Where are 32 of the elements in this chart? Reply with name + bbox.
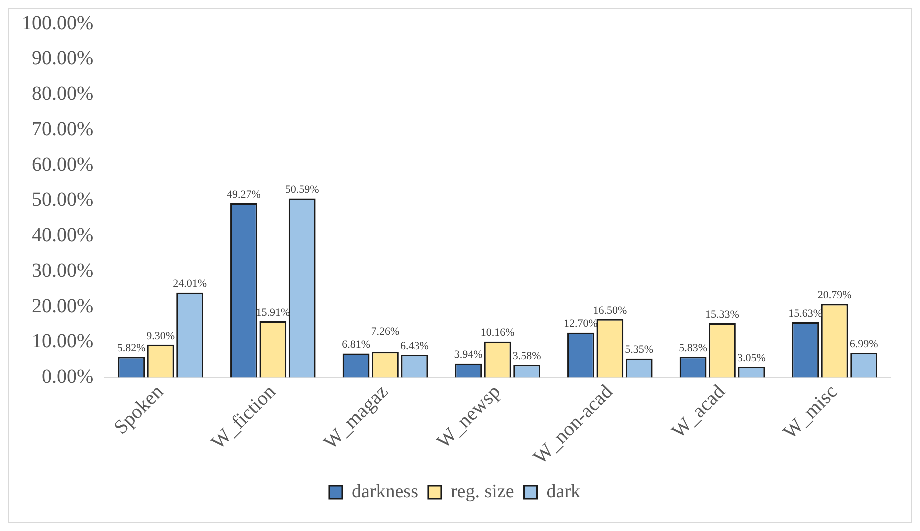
data-label: 5.82% [117,342,146,355]
y-tick-label: 70.00% [32,118,94,140]
legend-label: reg. size [450,481,514,502]
data-label: 3.05% [737,352,766,364]
data-label: 16.50% [593,304,628,317]
y-tick-label: 40.00% [32,224,94,247]
data-label: 9.30% [146,330,176,342]
data-label: 20.79% [818,290,852,302]
y-tick-label: 0.00% [42,366,94,388]
legend-label: darkness [352,481,418,502]
y-tick-label: 10.00% [32,330,94,353]
data-label: 15.33% [706,308,740,321]
data-label: 6.99% [850,338,878,350]
y-tick-label: 100.00% [22,12,94,34]
data-label: 3.58% [512,350,542,363]
data-label: 5.83% [679,342,708,355]
y-tick-label: 20.00% [32,295,94,318]
data-label: 7.26% [371,326,400,338]
y-tick-label: 50.00% [32,189,94,212]
data-label: 49.27% [226,188,261,201]
data-label: 5.35% [625,344,654,356]
legend-label: dark [546,481,582,502]
y-tick-label: 90.00% [32,48,94,70]
data-label: 50.59% [285,184,320,196]
data-label: 6.43% [400,340,429,352]
data-label: 3.94% [454,349,483,362]
y-tick-label: 30.00% [32,260,94,282]
data-label: 24.01% [173,278,207,290]
y-tick-label: 60.00% [32,154,94,176]
y-tick-label: 80.00% [32,83,94,106]
data-label: 6.81% [342,339,370,352]
data-label: 10.16% [480,327,515,340]
